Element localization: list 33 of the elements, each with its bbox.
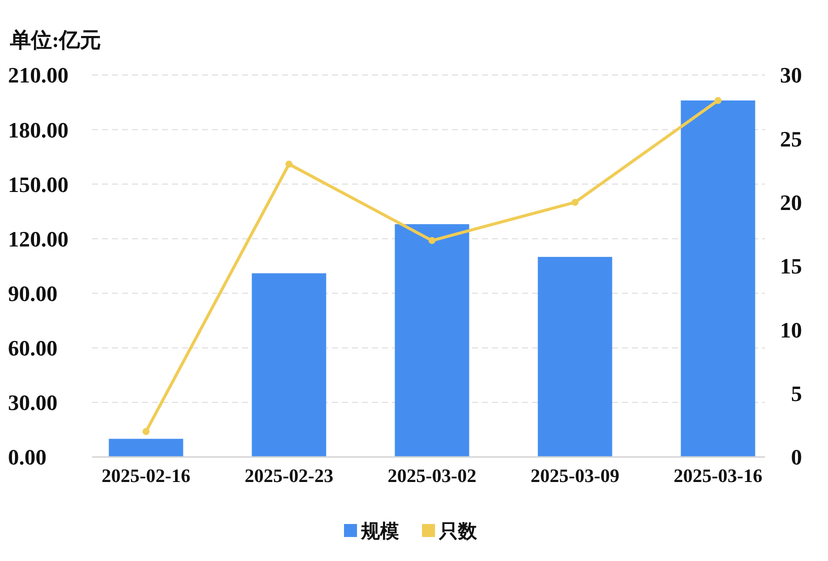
x-tick-label: 2025-03-09 <box>530 466 620 487</box>
y2-tick-label: 5 <box>791 381 802 406</box>
y2-tick-label: 10 <box>780 317 802 342</box>
x-tick-label: 2025-03-16 <box>674 466 762 487</box>
y2-tick-label: 20 <box>780 190 802 216</box>
bar <box>108 438 184 457</box>
y2-tick-label: 15 <box>780 254 802 279</box>
bar <box>680 100 756 457</box>
point <box>572 198 578 206</box>
y-tick-label: 210.00 <box>8 62 68 88</box>
bar <box>538 256 612 457</box>
x-tick-label: 2025-02-16 <box>102 466 190 487</box>
y2-tick-label: 30 <box>780 62 802 88</box>
y2-tick-label: 0 <box>791 444 802 470</box>
y-tick-label: 180.00 <box>8 117 68 142</box>
y-axis-title: 单位:亿元 <box>9 28 101 52</box>
point <box>428 237 436 244</box>
legend-label: 只数 <box>438 522 478 543</box>
y-tick-label: 150.00 <box>8 172 68 197</box>
point <box>286 160 292 168</box>
y-tick-label: 120.00 <box>8 226 68 252</box>
x-tick-label: 2025-02-23 <box>244 466 334 487</box>
legend-label: 规模 <box>360 522 399 543</box>
y-tick-label: 0.00 <box>8 444 46 470</box>
bar <box>252 273 326 457</box>
point <box>142 428 150 436</box>
bar <box>394 224 470 457</box>
y-tick-label: 60.00 <box>8 336 58 361</box>
y-tick-label: 90.00 <box>8 280 58 306</box>
x-tick-label: 2025-03-02 <box>388 466 476 487</box>
y-tick-label: 30.00 <box>8 390 58 416</box>
point <box>714 96 722 104</box>
y2-tick-label: 25 <box>780 126 802 152</box>
